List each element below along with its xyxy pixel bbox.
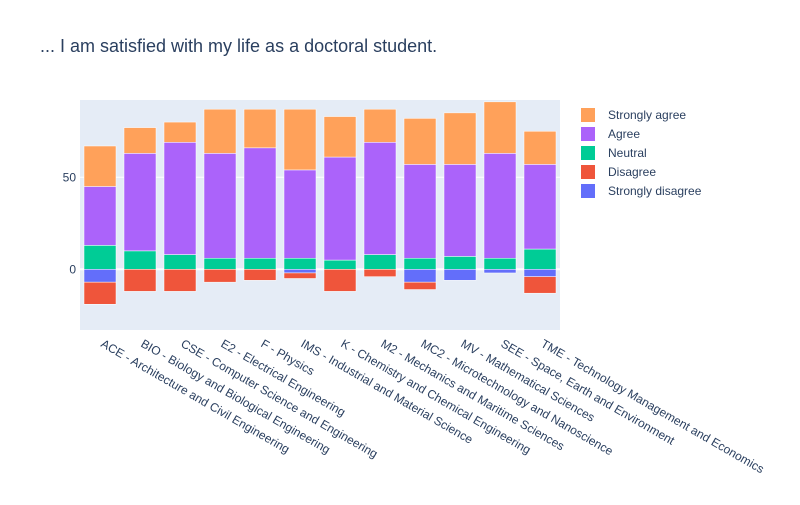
bar-strongly-agree[interactable]	[483, 101, 517, 154]
bars	[83, 101, 557, 305]
bar-strongly-disagree[interactable]	[283, 269, 317, 274]
bar-agree[interactable]	[323, 156, 357, 261]
bar-strongly-agree[interactable]	[323, 116, 357, 158]
grid-lines	[80, 176, 560, 271]
bar-disagree[interactable]	[323, 269, 357, 292]
bar-disagree[interactable]	[203, 269, 237, 283]
legend: Strongly agree Agree Neutral Disagree Strong…	[581, 108, 702, 198]
bar-neutral[interactable]	[123, 250, 157, 270]
bar-disagree[interactable]	[163, 269, 197, 292]
bar-strongly-agree[interactable]	[83, 145, 117, 187]
legend-label[interactable]: Disagree	[608, 165, 656, 179]
bar-strongly-agree[interactable]	[443, 112, 477, 165]
y-axis-ticks: 0 50	[63, 170, 77, 276]
bar-disagree[interactable]	[283, 272, 317, 279]
bar-strongly-agree[interactable]	[523, 131, 557, 165]
chart-title: ... I am satisfied with my life as a doc…	[40, 36, 437, 56]
bar-agree[interactable]	[83, 186, 117, 246]
bar-strongly-agree[interactable]	[203, 108, 237, 154]
bar-strongly-agree[interactable]	[163, 121, 197, 143]
legend-label[interactable]: Agree	[608, 127, 640, 141]
legend-label[interactable]: Strongly disagree	[608, 184, 702, 198]
bar-strongly-agree[interactable]	[363, 108, 397, 143]
bar-disagree[interactable]	[363, 269, 397, 277]
plot-background	[80, 100, 560, 330]
bar-strongly-disagree[interactable]	[483, 269, 517, 274]
bar-neutral[interactable]	[363, 254, 397, 270]
bar-strongly-agree[interactable]	[403, 118, 437, 165]
bar-neutral[interactable]	[203, 257, 237, 270]
y-tick-label: 50	[63, 170, 77, 184]
bar-agree[interactable]	[123, 153, 157, 252]
legend-swatch[interactable]	[581, 184, 595, 198]
bar-neutral[interactable]	[443, 256, 477, 270]
legend-label[interactable]: Neutral	[608, 146, 647, 160]
bar-agree[interactable]	[363, 142, 397, 255]
bar-neutral[interactable]	[403, 257, 437, 270]
legend-swatch[interactable]	[581, 165, 595, 179]
x-axis-ticks: ACE - Architecture and Civil Engineering…	[99, 336, 767, 476]
bar-neutral[interactable]	[323, 259, 357, 270]
legend-swatch[interactable]	[581, 108, 595, 122]
legend-swatch[interactable]	[581, 127, 595, 141]
bar-neutral[interactable]	[283, 257, 317, 270]
bar-agree[interactable]	[243, 147, 277, 259]
bar-strongly-disagree[interactable]	[443, 269, 477, 281]
bar-strongly-agree[interactable]	[123, 127, 157, 154]
bar-disagree[interactable]	[243, 269, 277, 281]
bar-strongly-agree[interactable]	[283, 108, 317, 171]
bar-neutral[interactable]	[243, 257, 277, 270]
bar-agree[interactable]	[283, 169, 317, 259]
legend-label[interactable]: Strongly agree	[608, 108, 686, 122]
bar-agree[interactable]	[483, 153, 517, 259]
bar-strongly-disagree[interactable]	[523, 269, 557, 277]
bar-agree[interactable]	[523, 164, 557, 250]
bar-disagree[interactable]	[523, 276, 557, 294]
bar-strongly-agree[interactable]	[243, 108, 277, 149]
y-tick-label: 0	[69, 262, 76, 276]
legend-swatch[interactable]	[581, 146, 595, 160]
bar-agree[interactable]	[443, 164, 477, 257]
bar-disagree[interactable]	[403, 281, 437, 290]
bar-agree[interactable]	[163, 142, 197, 255]
bar-neutral[interactable]	[483, 257, 517, 270]
bar-strongly-disagree[interactable]	[83, 269, 117, 283]
bar-disagree[interactable]	[123, 269, 157, 292]
bar-agree[interactable]	[203, 153, 237, 259]
bar-strongly-disagree[interactable]	[403, 269, 437, 283]
bar-neutral[interactable]	[83, 245, 117, 270]
bar-disagree[interactable]	[83, 281, 117, 305]
bar-agree[interactable]	[403, 164, 437, 259]
bar-neutral[interactable]	[163, 254, 197, 270]
bar-neutral[interactable]	[523, 248, 557, 270]
